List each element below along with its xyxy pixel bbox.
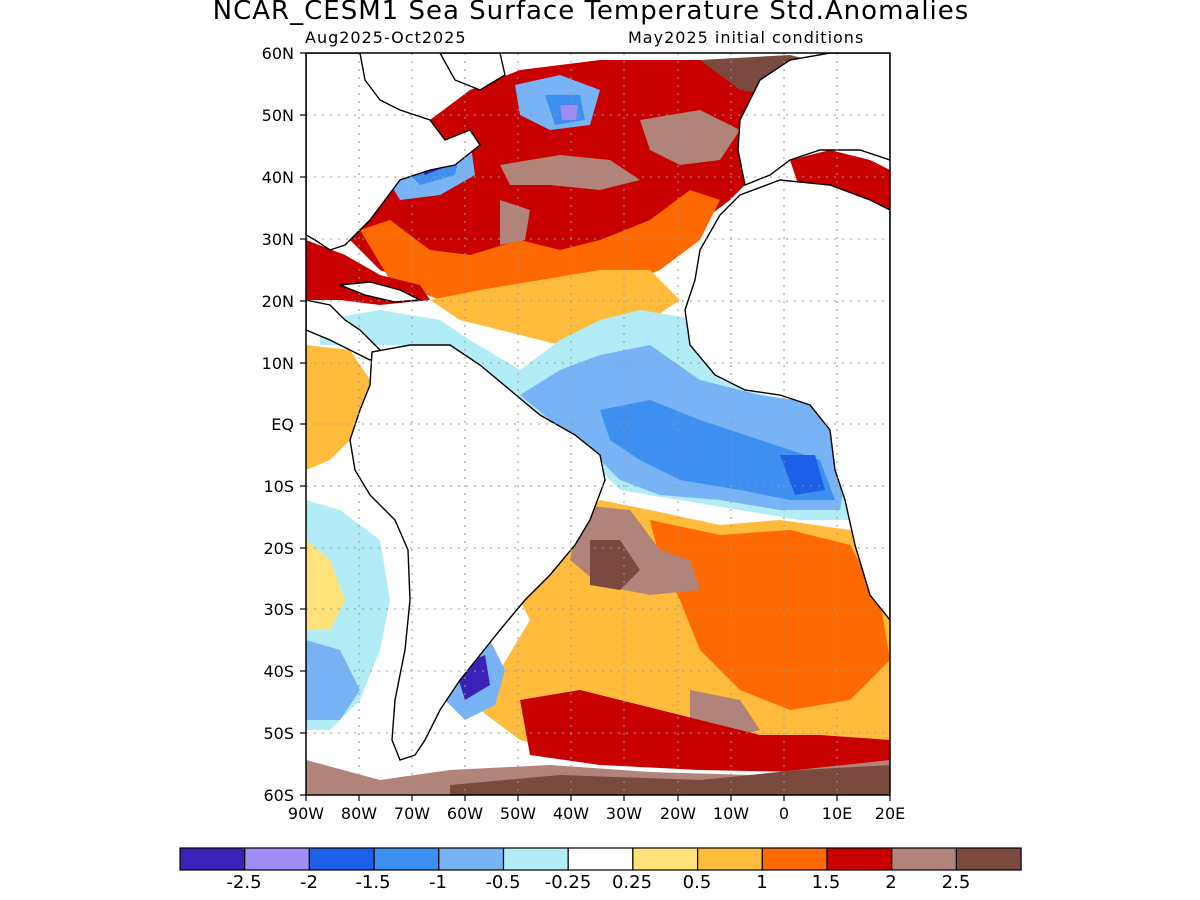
colorbar-label: 2	[885, 872, 897, 893]
initial-conditions: May2025 initial conditions	[628, 28, 865, 47]
lat-label: 10S	[263, 477, 294, 496]
colorbar-swatch	[179, 847, 246, 871]
colorbar-swatch	[761, 847, 828, 871]
colorbar-swatch	[696, 847, 763, 871]
lat-label: 30S	[263, 600, 294, 619]
lat-label: 50N	[261, 106, 294, 125]
lon-label: 0	[778, 804, 790, 823]
region-tropical-cold-peak	[780, 455, 825, 495]
lon-label: 10E	[821, 804, 853, 823]
region-cold-north-1-peak	[560, 105, 578, 120]
lon-label: 50W	[499, 804, 537, 823]
colorbar-swatch	[955, 847, 1022, 871]
region-caribbean-warm	[306, 240, 430, 305]
graticule	[306, 53, 890, 795]
colorbar-swatch	[244, 847, 310, 871]
lat-label: 40N	[261, 168, 294, 187]
lon-label: 70W	[393, 804, 431, 823]
cuba-island	[339, 281, 423, 303]
lat-label: EQ	[271, 415, 294, 434]
colorbar-label: 1	[756, 872, 768, 893]
axis-ticks	[300, 52, 891, 801]
south-america-land	[349, 344, 606, 761]
region-se-pacific-yellow	[306, 345, 370, 470]
colorbar-label: -1	[429, 872, 447, 893]
lon-label: 20E	[874, 804, 906, 823]
colorbar-swatch	[891, 847, 958, 871]
region-se-pacific-blue	[306, 640, 360, 720]
lon-label: 10W	[712, 804, 750, 823]
region-brown-patch-3	[500, 200, 530, 245]
lat-label: 30N	[261, 230, 294, 249]
colorbar-label: 2.5	[941, 872, 971, 893]
colorbar-swatch	[826, 847, 893, 871]
lat-label: 60N	[261, 44, 294, 63]
forecast-period: Aug2025-Oct2025	[305, 28, 467, 47]
region-brown-patch-2	[640, 110, 740, 165]
lat-label: 60S	[263, 786, 294, 805]
lon-label: 40W	[552, 804, 590, 823]
lat-label: 50S	[263, 724, 294, 743]
colorbar-label: 0.25	[611, 872, 653, 893]
colorbar-swatch	[632, 847, 699, 871]
region-brown-patch-1	[500, 155, 640, 190]
colorbar-swatch	[308, 847, 375, 871]
colorbar-label: -0.25	[544, 872, 592, 893]
lon-label: 60W	[446, 804, 484, 823]
lon-label: 20W	[659, 804, 697, 823]
colorbar-swatch	[438, 847, 505, 871]
africa-land	[684, 179, 890, 622]
colorbar-label: 1.5	[811, 872, 841, 893]
colorbar-label: -2.5	[226, 872, 262, 893]
lat-label: 40S	[263, 662, 294, 681]
region-tropical-cold-core	[600, 400, 835, 500]
colorbar-swatch	[502, 847, 569, 871]
lat-label: 10N	[261, 354, 294, 373]
map-title: NCAR_CESM1 Sea Surface Temperature Std.A…	[212, 0, 970, 26]
lat-label: 20S	[263, 539, 294, 558]
region-southern-ocean-dark-brown	[450, 765, 890, 795]
colorbar	[179, 847, 1022, 871]
colorbar-swatch	[373, 847, 440, 871]
greenland-land	[439, 53, 506, 91]
colorbar-label: -1.5	[355, 872, 391, 893]
north-america-land	[306, 53, 481, 251]
lon-label: 90W	[287, 804, 325, 823]
land-masses	[306, 53, 890, 761]
colorbar-label: -2	[300, 872, 318, 893]
colorbar-label: -0.5	[485, 872, 521, 893]
region-southern-ocean-red	[520, 690, 890, 772]
lon-label: 80W	[340, 804, 378, 823]
colorbar-label: 0.5	[682, 872, 712, 893]
lat-label: 20N	[261, 292, 294, 311]
lon-label: 30W	[605, 804, 643, 823]
region-south-atlantic-brown-2	[590, 540, 640, 590]
region-south-atlantic-orange	[650, 520, 890, 710]
region-se-pacific-warm	[306, 540, 345, 630]
europe-land	[737, 53, 890, 186]
colorbar-swatch	[567, 847, 634, 871]
